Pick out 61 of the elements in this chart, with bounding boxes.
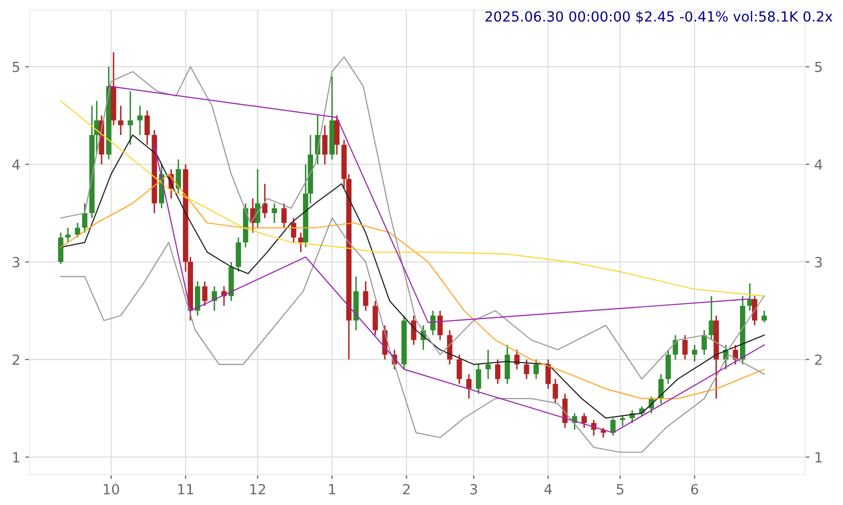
candlestick xyxy=(456,354,462,385)
candlestick xyxy=(298,232,304,253)
chart-title: 2025.06.30 00:00:00 $2.45 -0.41% vol:58.1K 0.2x xyxy=(485,10,832,24)
candlestick xyxy=(485,349,491,380)
x-tick-label: 4 xyxy=(544,484,552,494)
candlestick xyxy=(262,183,268,219)
candlestick xyxy=(476,364,482,394)
y2-tick-label: 5 xyxy=(815,62,822,72)
x-tick-label: 10 xyxy=(104,484,120,494)
candlestick xyxy=(620,415,626,427)
candlestick xyxy=(82,202,88,234)
candlestick xyxy=(202,280,208,307)
x-tick-label: 12 xyxy=(250,484,266,494)
candlestick xyxy=(411,314,416,346)
candlestick xyxy=(128,90,133,146)
y2-tick-label: 4 xyxy=(814,159,822,170)
candlestick xyxy=(272,202,278,224)
line-series xyxy=(60,56,765,380)
candlestick xyxy=(582,412,587,429)
candlestick xyxy=(762,310,767,324)
candlestick xyxy=(534,358,539,380)
y2-tick-label: 2 xyxy=(815,354,822,365)
line-series xyxy=(108,86,750,323)
candlestick xyxy=(692,344,698,362)
candlestick xyxy=(437,310,443,341)
y2-tick-label: 1 xyxy=(816,452,822,462)
candlestick xyxy=(290,217,296,244)
line-series xyxy=(154,144,765,434)
y-tick-label: 4 xyxy=(12,159,20,170)
line-series xyxy=(60,217,765,453)
x-tick-label: 6 xyxy=(691,484,698,494)
candlestick xyxy=(144,110,150,146)
candlestick xyxy=(281,202,287,228)
candlestick xyxy=(176,158,182,194)
line-series xyxy=(60,100,765,297)
candlestick xyxy=(322,124,328,166)
candlestick xyxy=(546,358,551,390)
x-tick-label: 3 xyxy=(470,484,478,494)
candlestick xyxy=(747,282,752,312)
x-tick-label: 11 xyxy=(178,484,194,494)
candlestick xyxy=(524,358,530,380)
x-tick-label: 1 xyxy=(329,484,336,494)
y-tick-label: 2 xyxy=(12,354,20,365)
x-tick-label: 5 xyxy=(616,484,624,494)
candlestick xyxy=(363,280,368,312)
candlestick xyxy=(118,105,124,136)
candlestick xyxy=(702,330,707,356)
y2-tick-label: 3 xyxy=(815,256,822,268)
candlestick xyxy=(495,358,500,385)
candlestick xyxy=(137,105,143,136)
y-tick-label: 1 xyxy=(13,452,20,462)
candlestick xyxy=(212,286,218,312)
candlestick xyxy=(552,378,558,404)
candlestick xyxy=(752,295,758,326)
y-tick-label: 5 xyxy=(12,62,20,72)
candlestick xyxy=(254,168,260,228)
y-tick-label: 3 xyxy=(12,256,20,268)
candlestick xyxy=(682,334,688,360)
x-tick-label: 2 xyxy=(403,484,410,494)
candlestick xyxy=(466,373,472,400)
candlestick xyxy=(65,227,71,244)
